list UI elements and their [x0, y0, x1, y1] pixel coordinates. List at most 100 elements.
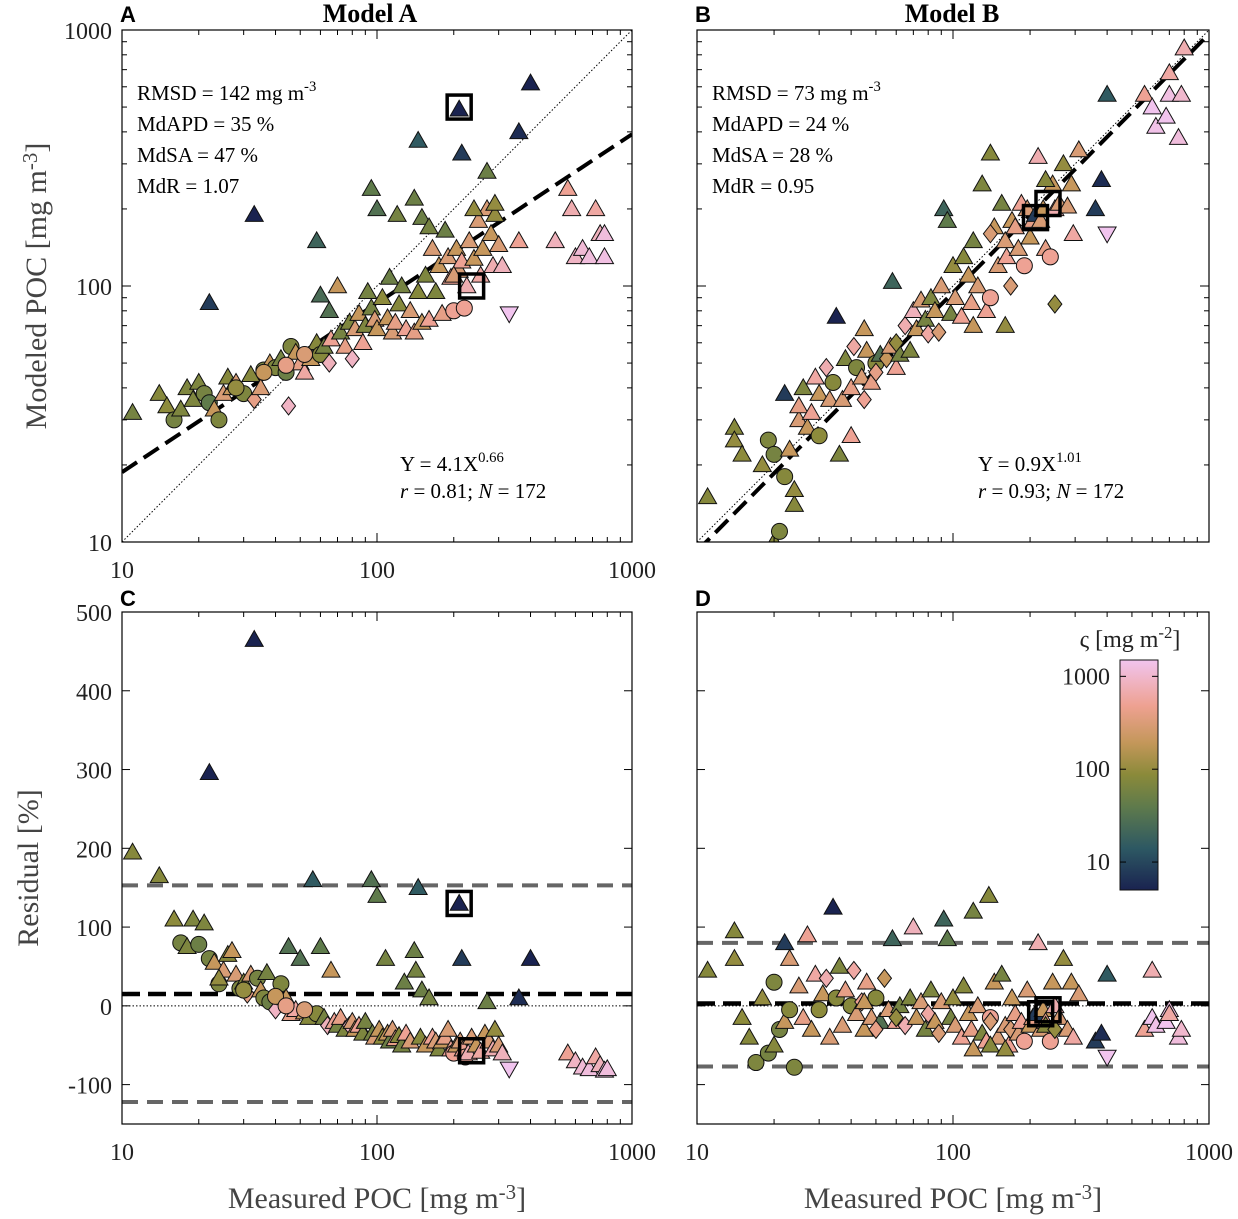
data-point: [779, 948, 800, 966]
plot-marks: [122, 30, 632, 542]
data-point: [995, 315, 1016, 333]
data-point: [389, 294, 409, 312]
data-point: [697, 486, 718, 505]
data-point: [367, 318, 387, 337]
data-point: [477, 161, 497, 179]
panel-title-a: Model A: [323, 0, 418, 28]
data-point: [832, 1015, 853, 1033]
data-point: [724, 430, 745, 448]
data-point: [774, 932, 795, 951]
data-point: [835, 348, 856, 366]
data-point: [472, 238, 493, 256]
data-point: [481, 223, 501, 241]
y-tick-label: 300: [76, 759, 112, 785]
data-point: [770, 522, 788, 540]
data-point: [385, 312, 406, 330]
data-point: [846, 1003, 867, 1021]
data-point: [222, 940, 242, 958]
data-point: [375, 948, 396, 966]
data-point: [931, 322, 947, 343]
data-point: [508, 987, 529, 1006]
data-point: [255, 363, 273, 381]
data-point: [391, 275, 412, 294]
data-point: [361, 869, 382, 888]
data-point: [520, 948, 541, 966]
data-point: [419, 309, 439, 327]
data-point: [739, 1027, 760, 1045]
data-point: [854, 991, 875, 1010]
data-point: [988, 1027, 1008, 1045]
data-point: [854, 318, 875, 337]
x-axis-ticks: [121, 612, 621, 1124]
data-point: [812, 984, 833, 1002]
data-point: [352, 332, 373, 351]
data-point: [978, 885, 999, 903]
data-point: [906, 1007, 927, 1025]
data-point: [980, 1035, 1001, 1053]
highlight-box: [457, 1036, 486, 1065]
data-point: [1041, 248, 1059, 266]
data-point: [963, 1039, 984, 1057]
data-point: [277, 356, 295, 374]
y-tick-label: -100: [68, 1074, 112, 1100]
data-point: [157, 395, 177, 414]
data-point: [945, 1015, 966, 1033]
data-point: [1063, 1027, 1084, 1045]
data-point: [915, 309, 936, 327]
data-point: [868, 1019, 884, 1040]
data-point: [379, 267, 400, 285]
data-point: [372, 287, 393, 305]
data-point: [1097, 1049, 1117, 1068]
plot-marks: [697, 885, 1209, 1076]
data-point: [170, 399, 191, 417]
data-point: [306, 230, 327, 249]
stat-line: MdR = 1.07: [137, 174, 239, 198]
data-point: [344, 348, 360, 369]
colorbar: ς [mg m-2] 10 100 1000: [1062, 623, 1180, 891]
highlight-box: [1034, 189, 1062, 218]
data-point: [435, 220, 455, 238]
data-point: [1053, 948, 1074, 966]
data-point: [485, 193, 505, 211]
data-point: [868, 362, 884, 383]
data-point: [405, 960, 426, 978]
data-point: [878, 348, 895, 369]
colorbar-gradient: [1119, 659, 1159, 891]
data-point: [818, 968, 834, 989]
data-point: [995, 1039, 1016, 1057]
data-point: [882, 928, 903, 947]
data-point: [1002, 987, 1022, 1006]
data-point: [327, 275, 348, 294]
data-point: [1097, 84, 1117, 102]
data-point: [1042, 972, 1063, 990]
data-point: [819, 389, 840, 407]
panel-letter-a: A: [120, 2, 136, 27]
data-point: [449, 893, 470, 911]
data-point: [888, 332, 904, 353]
axes-frame-b: [696, 29, 1210, 543]
panel-b: B Model B RMSD = 73 mg m-3 MdAPD = 24 % Md…: [695, 0, 1210, 543]
data-point: [296, 346, 314, 364]
y-axis-ticks: [697, 41, 1209, 543]
x-tick-label: 1000: [1185, 1140, 1233, 1166]
data-point: [477, 991, 497, 1010]
data-point: [257, 962, 277, 981]
data-point: [1061, 972, 1082, 990]
stat-line: RMSD = 142 mg m-3: [137, 79, 316, 105]
data-point: [810, 427, 828, 445]
data-point: [456, 275, 477, 294]
data-point: [925, 1011, 945, 1029]
data-point: [810, 1001, 828, 1019]
data-point: [545, 230, 566, 249]
colorbar-tick-label: 10: [1086, 850, 1110, 876]
data-point: [900, 987, 920, 1006]
stat-line: RMSD = 73 mg m-3: [712, 79, 881, 105]
data-point: [931, 275, 952, 294]
data-point: [759, 431, 777, 449]
x-axis-ticks: [696, 30, 1198, 542]
plot-marks: [697, 30, 1209, 542]
data-point: [1061, 174, 1082, 192]
data-point: [183, 909, 203, 927]
data-point: [724, 948, 745, 966]
data-point: [911, 991, 931, 1010]
